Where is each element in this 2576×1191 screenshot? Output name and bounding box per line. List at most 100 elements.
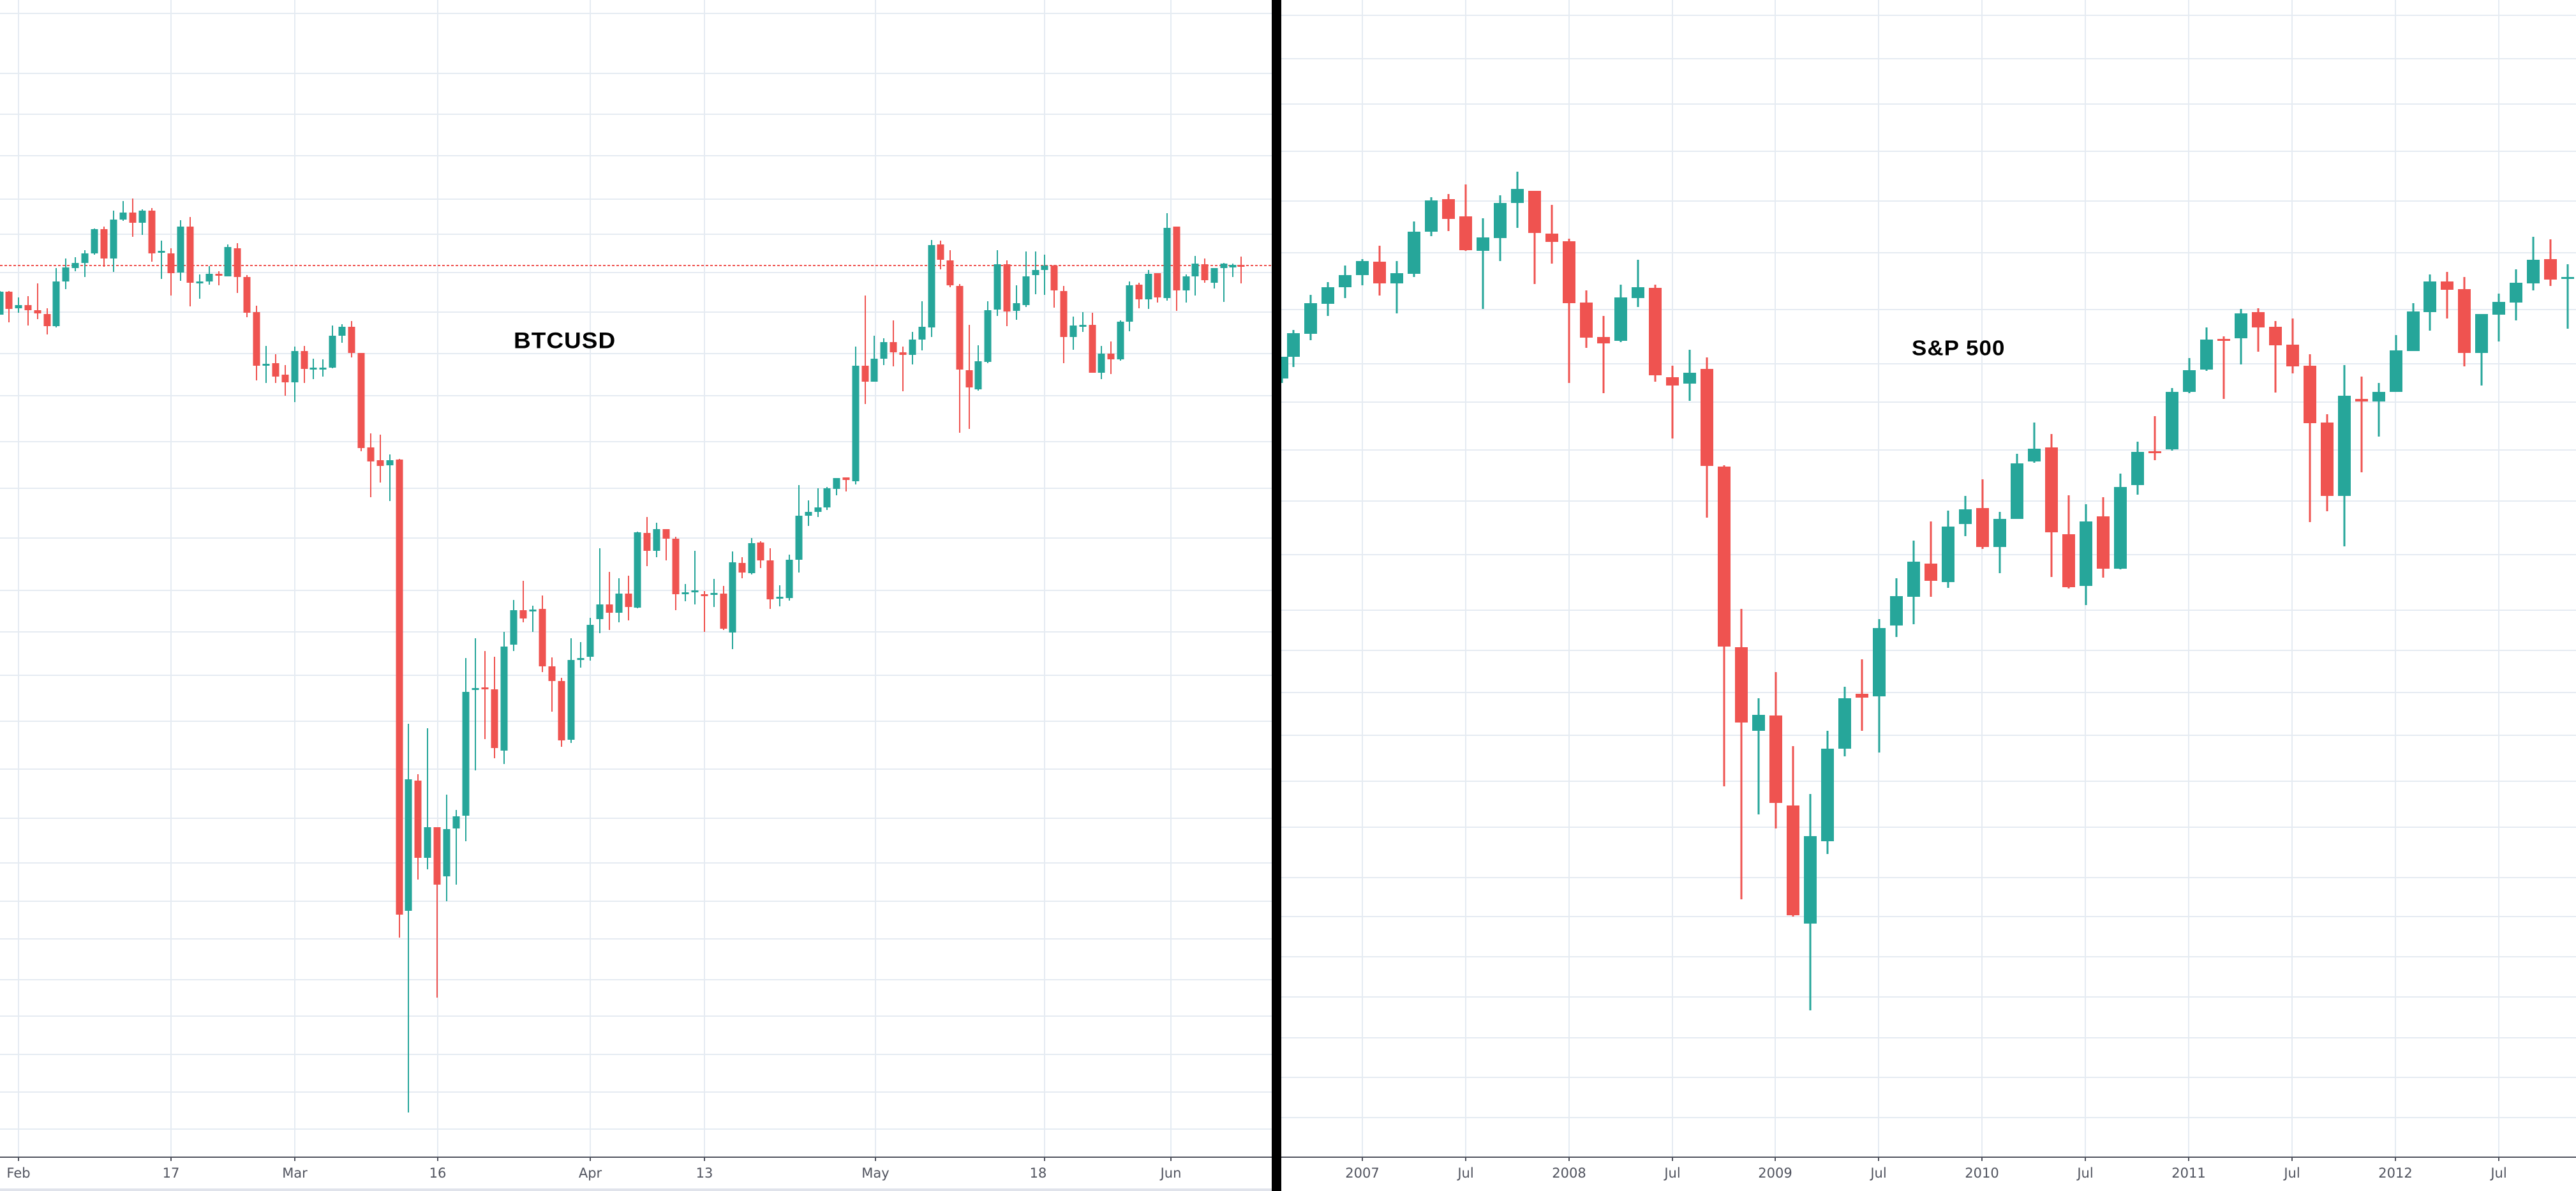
candle-up[interactable] (2011, 454, 2023, 519)
candle-up[interactable] (870, 336, 878, 382)
candle-up[interactable] (918, 301, 926, 350)
candle-up[interactable] (62, 258, 70, 289)
candle-down[interactable] (1735, 609, 1748, 899)
candle-down[interactable] (348, 321, 355, 357)
candle-up[interactable] (177, 220, 184, 281)
candle-down[interactable] (1925, 521, 1937, 597)
candle-up[interactable] (984, 301, 992, 363)
candle-up[interactable] (1494, 195, 1507, 261)
btcusd-chart-pane[interactable]: BTCUSD Feb 17 Mar 16 Apr 13 May 18 Jun (0, 0, 1272, 1191)
candle-up[interactable] (1838, 687, 1851, 756)
candle-down[interactable] (148, 208, 156, 262)
candle-up[interactable] (1873, 619, 1886, 753)
candle-down[interactable] (519, 581, 527, 622)
candle-up[interactable] (634, 532, 641, 608)
candle-up[interactable] (91, 228, 98, 255)
candle-down[interactable] (643, 517, 651, 566)
candle-down[interactable] (1373, 246, 1386, 296)
candle-up[interactable] (1079, 312, 1087, 332)
candle-up[interactable] (1821, 731, 1834, 854)
candle-up[interactable] (691, 551, 699, 604)
candle-up[interactable] (0, 291, 4, 315)
candle-up[interactable] (1041, 255, 1048, 295)
candle-down[interactable] (1528, 191, 1541, 284)
candle-down[interactable] (720, 586, 727, 630)
candle-down[interactable] (1597, 316, 1610, 393)
candle-down[interactable] (301, 346, 308, 383)
candle-up[interactable] (710, 579, 718, 607)
candle-down[interactable] (1060, 286, 1068, 363)
candle-down[interactable] (548, 657, 556, 712)
candle-down[interactable] (2252, 308, 2265, 352)
candle-up[interactable] (1069, 317, 1077, 350)
candle-up[interactable] (2492, 294, 2505, 341)
candle-up[interactable] (452, 810, 460, 885)
candle-up[interactable] (1013, 285, 1020, 320)
candle-up[interactable] (81, 250, 89, 277)
candle-down[interactable] (1718, 465, 1731, 786)
candle-up[interactable] (1907, 541, 1920, 624)
candle-down[interactable] (1787, 746, 1799, 917)
candle-up[interactable] (1210, 268, 1218, 288)
candle-down[interactable] (2286, 318, 2299, 373)
candle-up[interactable] (729, 551, 736, 649)
candle-up[interactable] (1959, 496, 1972, 536)
candle-up[interactable] (2131, 442, 2144, 495)
candle-down[interactable] (100, 227, 108, 267)
candle-up[interactable] (138, 209, 146, 235)
candle-down[interactable] (1089, 313, 1096, 373)
candle-up[interactable] (500, 632, 508, 764)
candle-down[interactable] (2441, 272, 2453, 318)
candle-down[interactable] (376, 435, 384, 483)
candle-down[interactable] (1545, 205, 1558, 264)
candle-up[interactable] (329, 326, 336, 368)
candle-up[interactable] (472, 638, 479, 770)
candle-up[interactable] (681, 584, 689, 601)
candle-up[interactable] (2183, 358, 2196, 393)
candle-up[interactable] (1752, 698, 1765, 814)
candle-down[interactable] (606, 572, 613, 630)
candle-up[interactable] (224, 244, 232, 276)
candle-down[interactable] (662, 529, 670, 560)
candle-down[interactable] (625, 576, 632, 620)
sp500-candlestick-chart[interactable] (1281, 0, 2576, 1191)
candle-up[interactable] (2166, 388, 2178, 451)
candle-up[interactable] (880, 338, 888, 365)
candle-up[interactable] (2235, 309, 2247, 364)
candle-up[interactable] (1229, 264, 1237, 277)
candle-up[interactable] (52, 268, 60, 327)
candle-up[interactable] (1304, 295, 1317, 340)
candle-down[interactable] (946, 250, 954, 287)
candle-down[interactable] (1050, 265, 1058, 308)
candle-up[interactable] (2338, 365, 2351, 546)
candle-up[interactable] (1032, 251, 1039, 294)
candle-down[interactable] (215, 271, 223, 285)
candle-up[interactable] (2390, 335, 2402, 392)
candle-up[interactable] (586, 618, 594, 661)
candle-up[interactable] (309, 359, 317, 379)
candle-down[interactable] (43, 308, 51, 334)
candle-down[interactable] (1856, 659, 1868, 731)
candle-up[interactable] (1126, 281, 1133, 331)
candle-up[interactable] (615, 578, 623, 622)
candle-up[interactable] (1477, 218, 1489, 309)
candle-up[interactable] (386, 454, 394, 501)
candle-up[interactable] (205, 266, 213, 285)
candle-down[interactable] (5, 291, 13, 322)
candle-up[interactable] (1022, 251, 1030, 307)
candle-up[interactable] (776, 585, 784, 606)
btcusd-candlestick-chart[interactable] (0, 0, 1272, 1191)
candle-down[interactable] (2269, 321, 2282, 393)
candle-up[interactable] (1614, 285, 1627, 342)
candle-down[interactable] (738, 557, 746, 578)
candle-up[interactable] (1098, 346, 1105, 379)
candle-up[interactable] (2475, 314, 2488, 386)
candle-up[interactable] (1191, 256, 1199, 296)
candle-down[interactable] (414, 774, 422, 880)
candle-up[interactable] (291, 347, 299, 402)
candle-down[interactable] (2045, 434, 2058, 577)
candle-down[interactable] (357, 353, 365, 451)
candle-up[interactable] (424, 728, 431, 869)
candle-down[interactable] (2355, 377, 2368, 472)
candle-up[interactable] (1511, 172, 1524, 228)
